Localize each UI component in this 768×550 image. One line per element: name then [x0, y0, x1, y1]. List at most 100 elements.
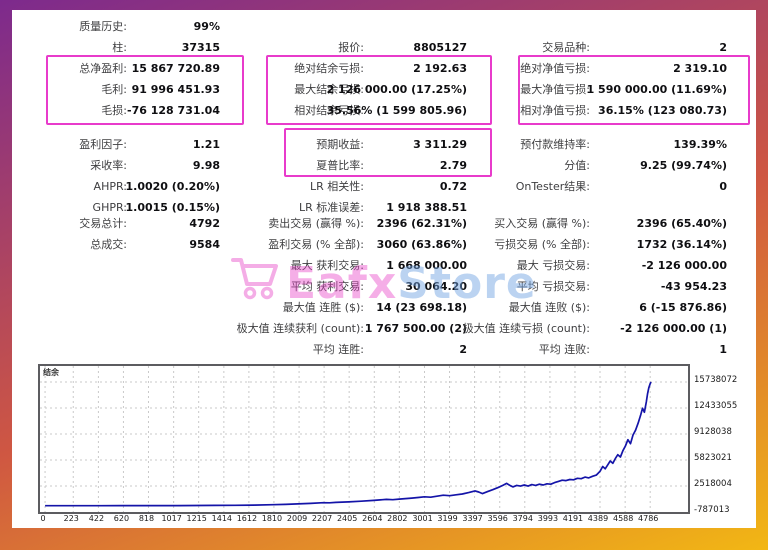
stat-value: 6 (-15 876.86) [639, 301, 727, 314]
stat-label: OnTester结果: [515, 180, 590, 193]
stat-row: 采收率: 9.98 夏普比率: 2.79 分值: 9.25 (99.74%) [12, 155, 756, 176]
stat-label: 亏损交易 (% 全部): [494, 238, 590, 251]
y-tick-label: 15738072 [694, 375, 738, 385]
stat-value: 8805127 [413, 41, 467, 54]
equity-curve-plot [40, 366, 688, 512]
stat-value: 15 867 720.89 [131, 62, 220, 75]
stat-label: 平均 连胜: [312, 343, 364, 356]
stat-label: 绝对结余亏损: [294, 62, 364, 75]
stat-value: 2 126 000.00 (17.25%) [326, 83, 467, 96]
stat-value: 9584 [189, 238, 220, 251]
stat-label: 极大值 连续获利 (count): [236, 322, 364, 335]
stats-section: 质量历史: 99% 柱: 37315 报价: 8805127 交易品种: 2 总净盈利: 15 8… [12, 16, 756, 121]
stat-row: 总净盈利: 15 867 720.89 绝对结余亏损: 2 192.63 绝对净值亏损:… [12, 58, 756, 79]
stat-row: 极大值 连续获利 (count): 1 767 500.00 (2) 极大值 连续亏… [12, 318, 756, 339]
stat-value: -2 126 000.00 [641, 259, 727, 272]
x-tick-label: 2405 [336, 514, 358, 523]
stat-row: 总成交: 9584 盈利交易 (% 全部): 3060 (63.86%) 亏损交易 (%… [12, 234, 756, 255]
stat-label: LR 相关性: [310, 180, 364, 193]
stat-value: 1732 (36.14%) [636, 238, 727, 251]
report-panel: 质量历史: 99% 柱: 37315 报价: 8805127 交易品种: 2 总净盈利: 15 8… [12, 10, 756, 528]
x-tick-label: 4786 [638, 514, 659, 523]
y-tick-label: 5823021 [694, 453, 732, 463]
x-tick-label: 818 [138, 514, 155, 523]
stat-label: 最大值 连胜 ($): [282, 301, 364, 314]
stat-row: 毛利: 91 996 451.93 最大结余亏损: 2 126 000.00 (17.… [12, 79, 756, 100]
stat-value: 37315 [181, 41, 220, 54]
x-tick-label: 3596 [487, 514, 508, 523]
stat-value: 4792 [189, 217, 220, 230]
stat-value: 0 [719, 180, 727, 193]
stat-value: 139.39% [673, 138, 727, 151]
x-tick-label: 223 [63, 514, 79, 523]
stat-row: 平均 获利交易: 30 064.20 平均 亏损交易: -43 954.23 [12, 276, 756, 297]
stat-row: 质量历史: 99% [12, 16, 756, 37]
stat-label: 买入交易 (赢得 %): [494, 217, 590, 230]
stat-value: 1 [719, 343, 727, 356]
stat-label: 相对结余亏损: [294, 104, 364, 117]
x-tick-label: 2604 [362, 514, 383, 523]
stat-value: 1 668 000.00 [386, 259, 467, 272]
stat-row: AHPR: 1.0020 (0.20%) LR 相关性: 0.72 OnTester结果… [12, 176, 756, 197]
x-tick-label: 3794 [512, 514, 533, 523]
x-tick-label: 3397 [462, 514, 483, 523]
y-tick-label: 9128038 [694, 427, 732, 437]
stat-label: 毛利: [101, 83, 127, 96]
chart-title: 结余 [43, 368, 59, 377]
stat-value: 9.98 [192, 159, 220, 172]
stat-row: 平均 连胜: 2 平均 连败: 1 [12, 339, 756, 360]
stat-value: 1.21 [192, 138, 220, 151]
stat-row: 毛损: -76 128 731.04 相对结余亏损: 35.56% (1 599 80… [12, 100, 756, 121]
stat-value: 9.25 (99.74%) [640, 159, 727, 172]
stat-value: 2 192.63 [413, 62, 467, 75]
stat-label: 平均 亏损交易: [516, 280, 590, 293]
stat-value: 0.72 [439, 180, 467, 193]
stat-value: 2.79 [439, 159, 467, 172]
stat-label: 极大值 连续亏损 (count): [462, 322, 590, 335]
stat-value: 1 767 500.00 (2) [364, 322, 467, 335]
stat-value: -76 128 731.04 [127, 104, 220, 117]
x-tick-label: 4588 [612, 514, 634, 523]
stat-value: 14 (23 698.18) [376, 301, 467, 314]
stat-label: 质量历史: [79, 20, 127, 33]
stat-value: 1 590 000.00 (11.69%) [586, 83, 727, 96]
stat-label: 盈利交易 (% 全部): [268, 238, 364, 251]
stat-value: 2 319.10 [673, 62, 727, 75]
x-tick-label: 3199 [437, 514, 458, 523]
x-tick-label: 3001 [412, 514, 433, 523]
x-tick-label: 422 [88, 514, 105, 523]
stat-value: -43 954.23 [660, 280, 727, 293]
stat-label: 报价: [338, 41, 364, 54]
stat-value: 99% [193, 20, 220, 33]
stat-row: 交易总计: 4792 卖出交易 (赢得 %): 2396 (62.31%) 买入交易 (… [12, 213, 756, 234]
stat-value: 1.0020 (0.20%) [125, 180, 221, 193]
stat-label: GHPR: [92, 201, 127, 214]
stat-value: 2 [719, 41, 727, 54]
equity-curve-line [45, 381, 652, 507]
x-tick-label: 0 [40, 514, 46, 523]
y-tick-label: -787013 [694, 505, 730, 515]
stat-row: 盈利因子: 1.21 预期收益: 3 311.29 预付款维持率: 139.39% [12, 134, 756, 155]
stat-label: 总成交: [90, 238, 127, 251]
stat-value: 3 311.29 [413, 138, 467, 151]
stat-label: 预付款维持率: [520, 138, 590, 151]
stat-value: -2 126 000.00 (1) [620, 322, 727, 335]
x-tick-label: 2009 [286, 514, 308, 523]
stat-value: 2396 (65.40%) [636, 217, 727, 230]
stat-value: 36.15% (123 080.73) [598, 104, 727, 117]
stats-section: 交易总计: 4792 卖出交易 (赢得 %): 2396 (62.31%) 买入交易 (… [12, 213, 756, 360]
stat-value: 35.56% (1 599 805.96) [326, 104, 467, 117]
stat-row: 最大 获利交易: 1 668 000.00 最大 亏损交易: -2 126 000.0… [12, 255, 756, 276]
y-tick-label: 2518004 [694, 479, 732, 489]
x-tick-label: 1017 [161, 514, 182, 523]
stat-label: 最大结余亏损: [294, 83, 364, 96]
x-tick-label: 1810 [261, 514, 283, 523]
x-tick-label: 620 [113, 514, 130, 523]
equity-curve-chart [38, 364, 690, 514]
stat-value: 1 918 388.51 [386, 201, 467, 214]
stat-label: 柱: [112, 41, 127, 54]
x-tick-label: 3993 [537, 514, 559, 523]
stat-label: 最大值 连败 ($): [508, 301, 590, 314]
stat-value: 2 [459, 343, 467, 356]
